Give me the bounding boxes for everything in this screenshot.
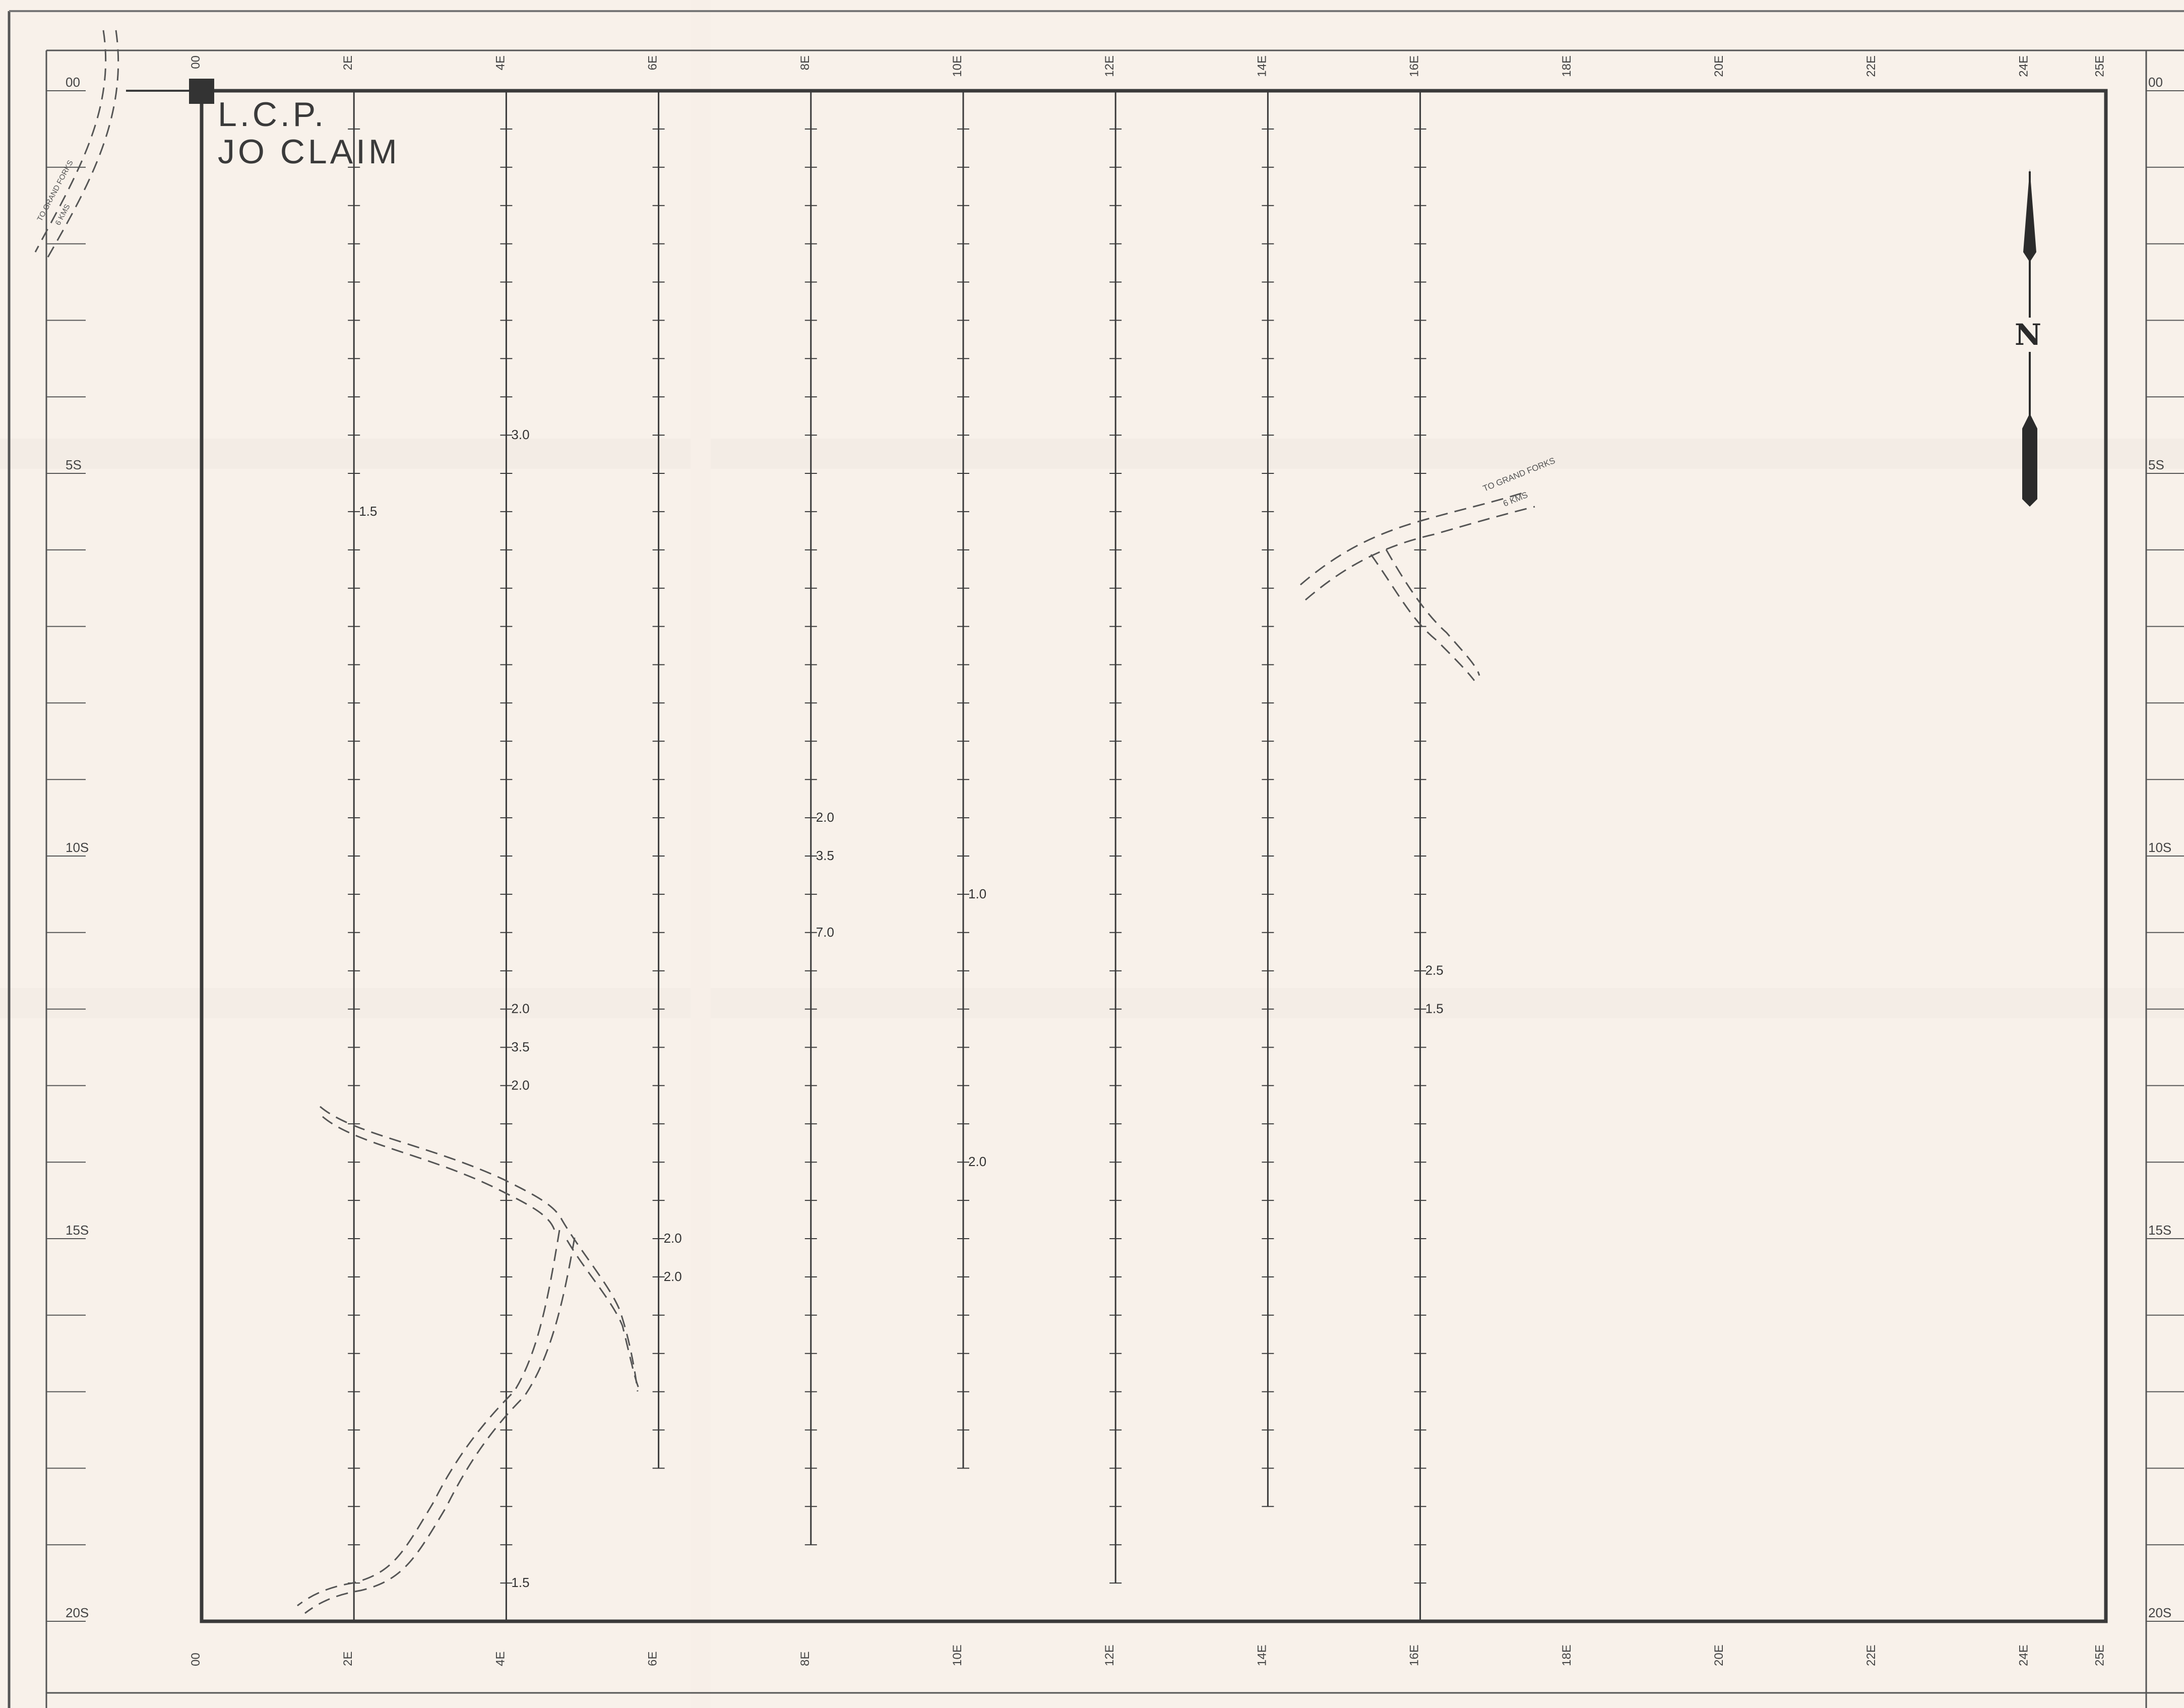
easting-label: 25E xyxy=(2093,55,2107,77)
fold-mark xyxy=(691,0,711,1708)
easting-label: 10E xyxy=(951,55,964,77)
northing-label: 10S xyxy=(66,840,89,855)
northing-label: 5S xyxy=(2148,457,2164,472)
road-grand-forks xyxy=(1300,491,1535,681)
easting-label: 22E xyxy=(1864,1644,1878,1666)
easting-label: 6E xyxy=(646,1652,660,1666)
easting-label: 14E xyxy=(1255,1644,1269,1666)
soil-reading-value: 3.5 xyxy=(816,848,834,863)
easting-label: 12E xyxy=(1103,55,1116,77)
northing-label: 00 xyxy=(66,75,80,90)
claim-title: L.C.P. JO CLAIM xyxy=(218,96,400,170)
easting-label: 4E xyxy=(493,55,507,70)
soil-reading-value: 3.5 xyxy=(511,1040,529,1055)
soil-reading-value: 2.5 xyxy=(1425,963,1444,978)
fold-mark xyxy=(0,439,2184,469)
easting-label: 10E xyxy=(951,1644,964,1666)
grid-layer: 00 00 2E 2E 4E 4E 6E 6E 8E 8E 10E 10E 12E 12E 14E 14E 16… xyxy=(46,55,2184,1666)
easting-label: 8E xyxy=(798,1652,812,1666)
claim-boundary xyxy=(200,89,2108,1623)
easting-label: 22E xyxy=(1864,55,1878,77)
fold-mark xyxy=(0,988,2184,1018)
northing-label: 10S xyxy=(2148,840,2171,855)
easting-label: 16E xyxy=(1408,1644,1421,1666)
easting-label: 00 xyxy=(189,1653,203,1666)
easting-label: 16E xyxy=(1408,55,1421,77)
claim-name: JO CLAIM xyxy=(218,133,400,171)
easting-label: 18E xyxy=(1560,55,1574,77)
soil-reading-value: 2.0 xyxy=(511,1077,529,1092)
easting-label: 18E xyxy=(1560,1644,1574,1666)
road-southwest xyxy=(297,1106,641,1614)
north-label: N xyxy=(2013,318,2044,352)
northing-label: 5S xyxy=(66,457,82,472)
easting-label: 2E xyxy=(341,55,355,70)
northing-label: 20S xyxy=(2148,1605,2171,1620)
easting-label: 25E xyxy=(2093,1644,2107,1666)
legal-corner-post-label: L.C.P. xyxy=(218,95,327,134)
soil-reading-value: 2.0 xyxy=(511,1001,529,1016)
northing-label: 15S xyxy=(66,1223,89,1238)
soil-reading-value: 2.0 xyxy=(664,1231,682,1246)
easting-label: 2E xyxy=(341,1652,355,1666)
easting-label: 4E xyxy=(493,1652,507,1666)
soil-reading-value: 2.0 xyxy=(816,810,834,825)
soil-reading-value: 1.5 xyxy=(511,1575,529,1590)
soil-reading-value: 1.0 xyxy=(968,886,986,901)
survey-lines-layer: 1.5 3.0 2.0 3.5 2.0 1.5 2.0 2.0 2.0 3.5 7.0 1.0 2.0 2… xyxy=(348,90,1444,1622)
easting-label: 20E xyxy=(1712,55,1726,77)
northing-label: 20S xyxy=(66,1605,89,1620)
road-northwest xyxy=(34,30,119,258)
soil-reading-value: 1.5 xyxy=(1425,1001,1444,1016)
easting-label: 20E xyxy=(1712,1644,1726,1666)
soil-reading-value: 3.0 xyxy=(511,427,529,442)
soil-reading-value: 2.0 xyxy=(664,1269,682,1284)
soil-reading-value: 1.5 xyxy=(359,504,377,519)
soil-reading-value: 7.0 xyxy=(816,925,834,940)
easting-label: 12E xyxy=(1103,1644,1116,1666)
northing-label: 15S xyxy=(2148,1223,2171,1238)
easting-label: 14E xyxy=(1255,55,1269,77)
soil-reading-value: 2.0 xyxy=(968,1154,986,1169)
legal-corner-post-icon xyxy=(189,79,214,104)
easting-label: 24E xyxy=(2017,1644,2030,1666)
easting-label: 24E xyxy=(2017,55,2030,77)
easting-label: 6E xyxy=(646,55,660,70)
northing-label: 00 xyxy=(2148,75,2163,90)
easting-label: 00 xyxy=(189,55,203,69)
easting-label: 8E xyxy=(798,55,812,70)
